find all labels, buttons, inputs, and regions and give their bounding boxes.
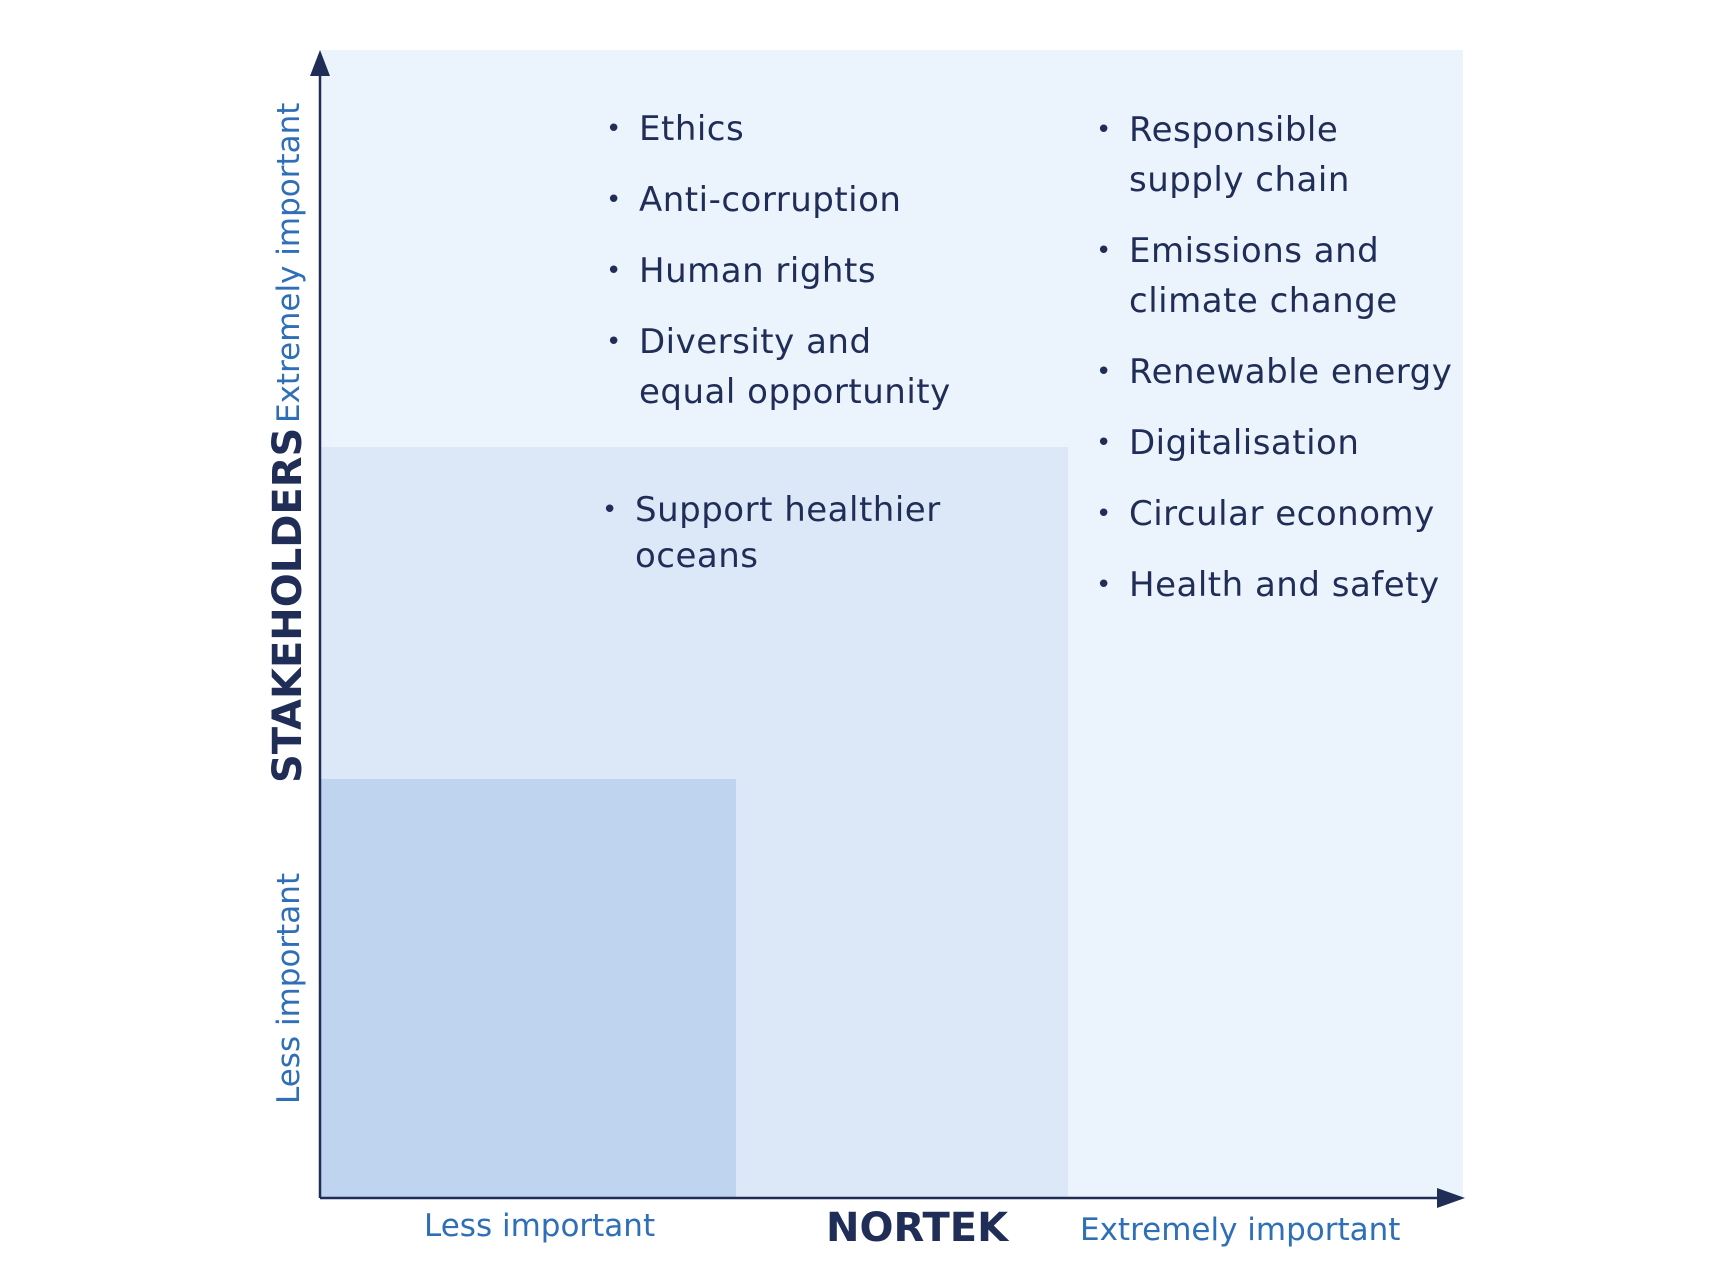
x-axis-arrowhead bbox=[1437, 1188, 1465, 1208]
topic-item: Support healthier oceans bbox=[600, 487, 1000, 579]
x-axis-high-label: Extremely important bbox=[1080, 1212, 1401, 1248]
topic-item: Ethics bbox=[604, 104, 964, 154]
y-axis-title: STAKEHOLDERS bbox=[265, 427, 311, 783]
topic-item: Digitalisation bbox=[1094, 418, 1464, 468]
zone-low-importance bbox=[320, 779, 736, 1198]
topic-item: Emissions and climate change bbox=[1094, 226, 1464, 326]
topic-item: Diversity and equal opportunity bbox=[604, 317, 964, 417]
topic-list-top-right: Responsible supply chain Emissions and c… bbox=[1094, 105, 1464, 631]
x-axis-low-label: Less important bbox=[424, 1208, 656, 1244]
y-axis-high-label: Extremely important bbox=[271, 102, 307, 423]
topic-item: Circular economy bbox=[1094, 489, 1464, 539]
topic-item: Anti-corruption bbox=[604, 175, 964, 225]
y-axis-arrowhead bbox=[310, 50, 330, 76]
topic-item: Renewable energy bbox=[1094, 347, 1464, 397]
topic-item: Responsible supply chain bbox=[1094, 105, 1464, 205]
y-axis-low-label: Less important bbox=[271, 872, 307, 1104]
topic-list-middle: Support healthier oceans bbox=[600, 487, 1000, 579]
topic-list-top-middle: Ethics Anti-corruption Human rights Dive… bbox=[604, 104, 964, 417]
x-axis-title: NORTEK bbox=[826, 1205, 1009, 1251]
topic-item: Health and safety bbox=[1094, 560, 1464, 610]
topic-item: Human rights bbox=[604, 246, 964, 296]
